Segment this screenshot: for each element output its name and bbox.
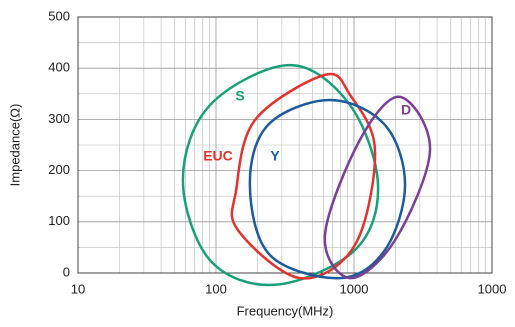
y-tick-label: 200 (48, 162, 70, 177)
series-label: EUC (203, 148, 233, 164)
series-label: Y (270, 148, 280, 164)
region-outline (323, 95, 432, 280)
y-tick-label: 100 (48, 213, 70, 228)
y-tick-label: 0 (63, 264, 70, 279)
y-tick-label: 300 (48, 111, 70, 126)
region-outline (248, 98, 407, 280)
y-tick-label: 500 (48, 8, 70, 23)
x-tick-label: 10 (71, 281, 85, 296)
series-label: D (401, 102, 411, 118)
region-outline (230, 72, 377, 280)
y-axis-label: Impedance(Ω) (7, 104, 22, 187)
y-tick-label: 400 (48, 60, 70, 75)
x-tick-label: 1000 (340, 281, 369, 296)
x-tick-label: 1000 (478, 281, 507, 296)
x-tick-label: 100 (205, 281, 227, 296)
series-label: S (235, 88, 244, 104)
x-axis-label: Frequency(MHz) (237, 303, 334, 318)
